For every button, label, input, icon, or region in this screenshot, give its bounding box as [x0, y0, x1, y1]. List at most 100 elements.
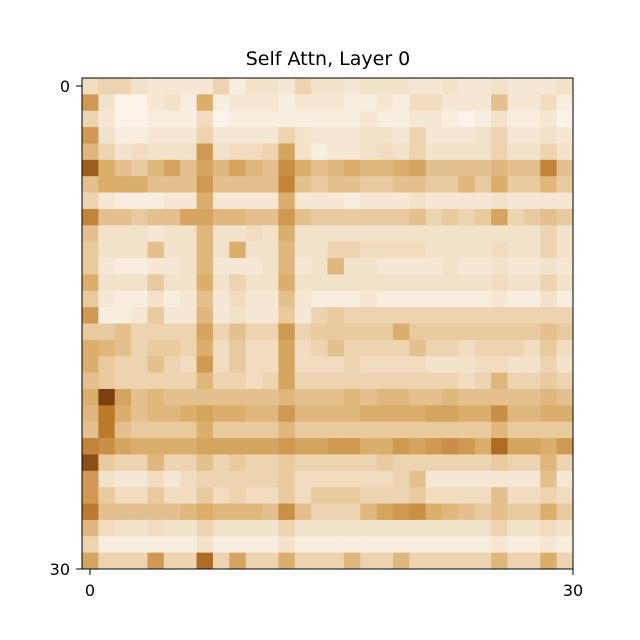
heatmap-cell: [212, 519, 230, 537]
heatmap-cell: [196, 339, 214, 357]
heatmap-cell: [491, 323, 508, 341]
heatmap-cell: [442, 552, 459, 570]
heatmap-cell: [278, 323, 296, 341]
heatmap-cell: [556, 176, 574, 193]
heatmap-cell: [327, 94, 345, 112]
heatmap-cell: [474, 438, 492, 455]
heatmap-cell: [245, 487, 263, 504]
heatmap-cell: [163, 307, 181, 324]
heatmap-cell: [245, 208, 263, 226]
heatmap-cell: [311, 323, 328, 341]
heatmap-cell: [327, 208, 345, 226]
heatmap-cell: [360, 519, 377, 537]
heatmap-cell: [278, 159, 296, 177]
heatmap-cell: [392, 470, 410, 488]
heatmap-cell: [409, 405, 426, 422]
heatmap-cell: [491, 470, 508, 488]
heatmap-cell: [507, 454, 525, 472]
heatmap-cell: [507, 307, 525, 324]
heatmap-cell: [507, 110, 525, 128]
heatmap-cell: [278, 290, 296, 308]
heatmap-cell: [458, 159, 476, 177]
heatmap-cell: [540, 356, 557, 373]
heatmap-cell: [425, 143, 443, 161]
heatmap-cell: [163, 225, 181, 242]
heatmap-cell: [262, 323, 279, 341]
heatmap-cell: [82, 487, 99, 504]
heatmap-cell: [278, 503, 296, 521]
heatmap-cell: [343, 503, 361, 521]
heatmap-cell: [556, 388, 574, 406]
heatmap-cell: [278, 438, 296, 455]
heatmap-cell: [262, 487, 279, 504]
heatmap-cell: [442, 241, 459, 259]
heatmap-cell: [114, 438, 132, 455]
heatmap-cell: [376, 143, 394, 161]
heatmap-cell: [196, 388, 214, 406]
heatmap-cell: [523, 225, 541, 242]
heatmap-cell: [245, 192, 263, 210]
heatmap-cell: [507, 208, 525, 226]
heatmap-cell: [458, 78, 476, 95]
heatmap-cell: [491, 192, 508, 210]
heatmap-cell: [147, 405, 165, 422]
heatmap-cell: [458, 454, 476, 472]
heatmap-cell: [180, 241, 197, 259]
heatmap-cell: [147, 143, 165, 161]
heatmap-cell: [343, 258, 361, 275]
heatmap-cell: [392, 438, 410, 455]
heatmap-cell: [294, 454, 312, 472]
heatmap-cell: [147, 307, 165, 324]
heatmap-cell: [540, 372, 557, 390]
heatmap-cell: [442, 208, 459, 226]
heatmap-cell: [98, 307, 116, 324]
heatmap-cell: [180, 159, 197, 177]
heatmap-cell: [458, 388, 476, 406]
heatmap-cell: [114, 225, 132, 242]
heatmap-cell: [376, 323, 394, 341]
heatmap-cell: [556, 536, 574, 553]
heatmap-cell: [229, 405, 246, 422]
heatmap-cell: [98, 503, 116, 521]
heatmap-cell: [311, 487, 328, 504]
heatmap-cell: [262, 159, 279, 177]
heatmap-cell: [474, 241, 492, 259]
heatmap-cell: [442, 323, 459, 341]
heatmap-cell: [458, 470, 476, 488]
heatmap-cell: [442, 94, 459, 112]
heatmap-cell: [294, 94, 312, 112]
heatmap-cell: [311, 290, 328, 308]
x-axis: 0 30: [85, 569, 583, 600]
heatmap-cell: [327, 176, 345, 193]
heatmap-cell: [294, 143, 312, 161]
heatmap-cell: [98, 110, 116, 128]
heatmap-cell: [409, 519, 426, 537]
heatmap-cell: [409, 274, 426, 292]
heatmap-cell: [458, 536, 476, 553]
heatmap-cell: [425, 552, 443, 570]
heatmap-cell: [212, 421, 230, 439]
heatmap-cell: [343, 552, 361, 570]
heatmap-cell: [343, 176, 361, 193]
heatmap-cell: [131, 339, 148, 357]
heatmap-cell: [376, 307, 394, 324]
heatmap-cell: [376, 274, 394, 292]
heatmap-cell: [556, 421, 574, 439]
heatmap-cell: [245, 241, 263, 259]
heatmap-cell: [425, 307, 443, 324]
heatmap-cell: [163, 470, 181, 488]
heatmap-cell: [180, 356, 197, 373]
heatmap-cell: [294, 225, 312, 242]
heatmap-cell: [196, 274, 214, 292]
heatmap-cell: [556, 78, 574, 95]
heatmap-cell: [229, 274, 246, 292]
heatmap-cell: [327, 487, 345, 504]
heatmap-cell: [491, 143, 508, 161]
heatmap-cell: [491, 487, 508, 504]
heatmap-cell: [147, 454, 165, 472]
heatmap-cell: [442, 78, 459, 95]
heatmap-cell: [409, 323, 426, 341]
heatmap-cell: [442, 110, 459, 128]
heatmap-cell: [294, 192, 312, 210]
heatmap-cell: [474, 503, 492, 521]
